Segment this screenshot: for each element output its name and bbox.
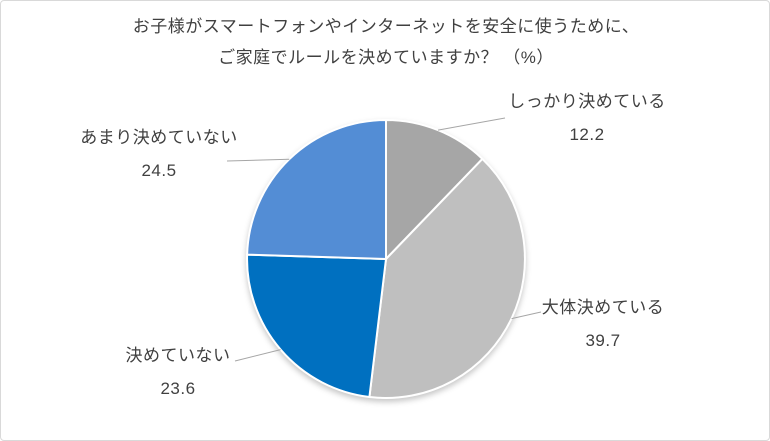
leader-line-1	[511, 311, 542, 320]
pie-label-value: 23.6	[160, 379, 196, 398]
pie-label-value: 24.5	[141, 161, 177, 180]
pie-label-daitai-kimeteiru: 大体決めている 39.7	[453, 291, 753, 357]
pie-slice-3	[246, 119, 387, 260]
pie-slice-0	[385, 119, 484, 260]
pie-label-text: 大体決めている	[541, 298, 665, 317]
pie-label-shikkari-kimeteiru: しっかり決めている 12.2	[437, 85, 737, 151]
leader-lines	[226, 117, 542, 362]
pie-label-text: 決めていない	[125, 346, 231, 365]
chart-title-line1: お子様がスマートフォンやインターネットを安全に使うために、	[132, 17, 640, 36]
pie-label-text: あまり決めていない	[80, 128, 238, 147]
pie-label-value: 39.7	[585, 331, 621, 350]
leader-line-3	[226, 158, 290, 162]
pie-label-text: しっかり決めている	[508, 92, 666, 111]
pie-slice-2	[246, 253, 387, 398]
pie-label-value: 12.2	[569, 125, 605, 144]
chart-title: お子様がスマートフォンやインターネットを安全に使うために、 ご家庭でルールを決め…	[1, 11, 769, 73]
pie-slice-1	[368, 157, 526, 399]
pie-label-kimeteinai: 決めていない 23.6	[28, 339, 328, 405]
pie-slices	[246, 119, 526, 399]
pie-label-amari-kimeteinai: あまり決めていない 24.5	[9, 121, 309, 187]
chart-title-line2: ご家庭でルールを決めていますか？ （%）	[218, 48, 554, 67]
leader-line-0	[437, 117, 506, 131]
leader-line-2	[234, 349, 281, 362]
